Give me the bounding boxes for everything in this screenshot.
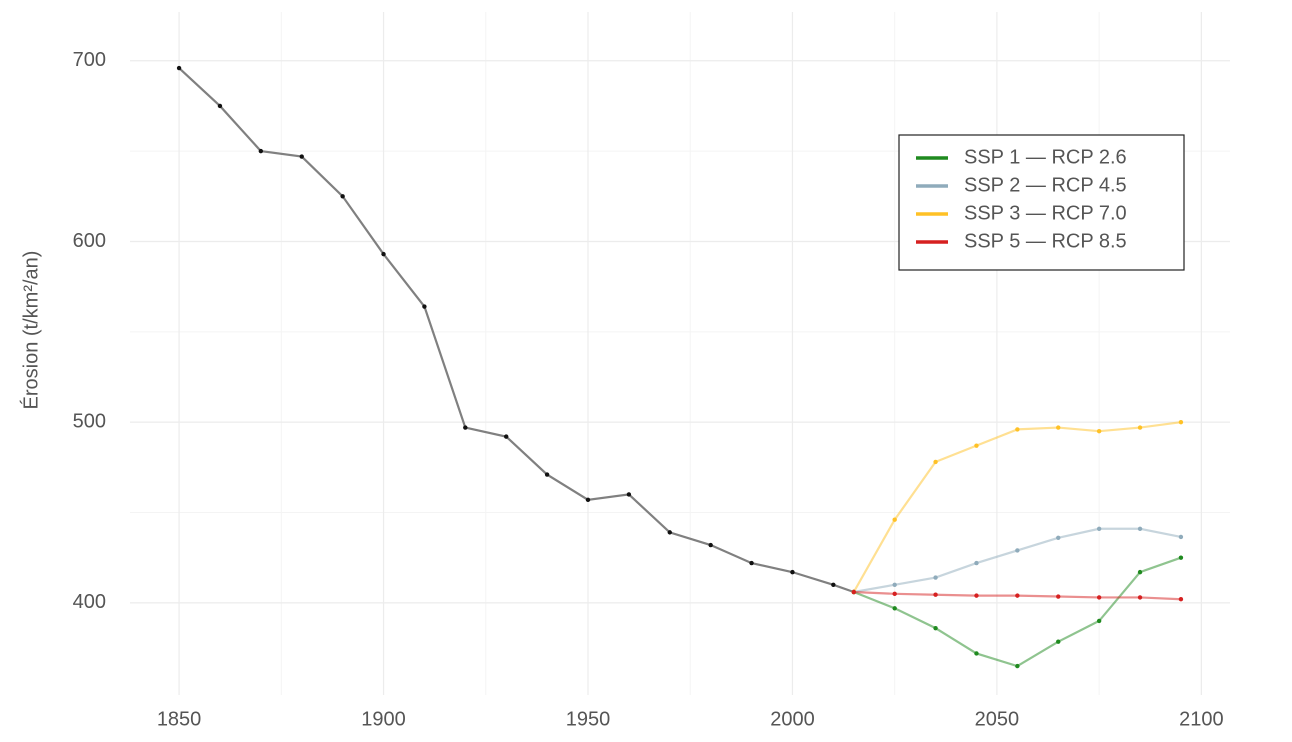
x-tick-label: 2050: [975, 708, 1020, 730]
data-point: [1137, 595, 1143, 600]
y-axis-label: Érosion (t/km²/an): [19, 251, 42, 410]
data-point: [749, 560, 754, 566]
data-point: [933, 575, 938, 580]
data-point: [258, 148, 264, 154]
data-point: [1015, 663, 1020, 669]
x-tick-label: 2000: [770, 708, 815, 730]
legend-label: SSP 5 — RCP 8.5: [964, 230, 1127, 252]
data-point: [299, 154, 304, 159]
data-point: [626, 492, 632, 497]
data-point: [1096, 526, 1102, 531]
legend-label: SSP 2 — RCP 4.5: [964, 174, 1127, 196]
data-point: [933, 625, 938, 631]
data-point: [1178, 597, 1184, 602]
data-point: [1015, 427, 1020, 432]
y-tick-label: 500: [73, 410, 106, 432]
data-point: [892, 517, 897, 522]
data-point: [340, 194, 345, 199]
data-point: [422, 304, 427, 309]
data-point: [1096, 618, 1102, 624]
data-point: [585, 497, 591, 503]
x-tick-label: 1950: [566, 708, 611, 730]
data-point: [1178, 555, 1184, 560]
data-point: [974, 560, 979, 566]
data-point: [892, 582, 897, 587]
data-point: [504, 434, 509, 439]
data-point: [974, 443, 979, 448]
data-point: [1137, 425, 1143, 430]
x-tick-label: 1900: [361, 708, 406, 730]
y-tick-label: 600: [73, 230, 106, 252]
data-point: [1015, 548, 1020, 553]
y-tick-label: 700: [73, 49, 106, 71]
data-point: [1178, 534, 1184, 540]
data-point: [1056, 639, 1061, 644]
data-point: [831, 582, 836, 587]
data-point: [892, 606, 897, 611]
data-point: [1137, 569, 1143, 575]
x-tick-label: 1850: [157, 708, 202, 730]
data-point: [933, 459, 938, 465]
data-point: [892, 591, 897, 597]
data-point: [974, 651, 979, 656]
data-point: [1056, 594, 1061, 599]
y-tick-label: 400: [73, 591, 106, 613]
data-point: [544, 472, 550, 477]
x-tick-label: 2100: [1179, 708, 1224, 730]
legend-label: SSP 3 — RCP 7.0: [964, 202, 1127, 224]
data-point: [381, 251, 386, 257]
series-line: [852, 421, 1182, 593]
data-point: [974, 593, 979, 598]
data-point: [708, 542, 713, 548]
data-point: [851, 589, 856, 595]
data-point: [790, 569, 795, 575]
series-line: [853, 556, 1182, 668]
data-point: [217, 103, 223, 109]
legend-label: SSP 1 — RCP 2.6: [964, 146, 1127, 168]
data-point: [1015, 593, 1020, 598]
data-point: [1096, 428, 1102, 434]
data-point: [176, 65, 182, 71]
data-point: [1056, 425, 1061, 430]
data-point: [933, 592, 938, 597]
data-point: [1056, 535, 1061, 541]
data-point: [463, 425, 468, 430]
data-point: [1096, 595, 1102, 600]
series-line: [178, 67, 855, 594]
data-point: [667, 530, 672, 535]
data-point: [1137, 526, 1143, 531]
data-point: [1178, 419, 1184, 425]
